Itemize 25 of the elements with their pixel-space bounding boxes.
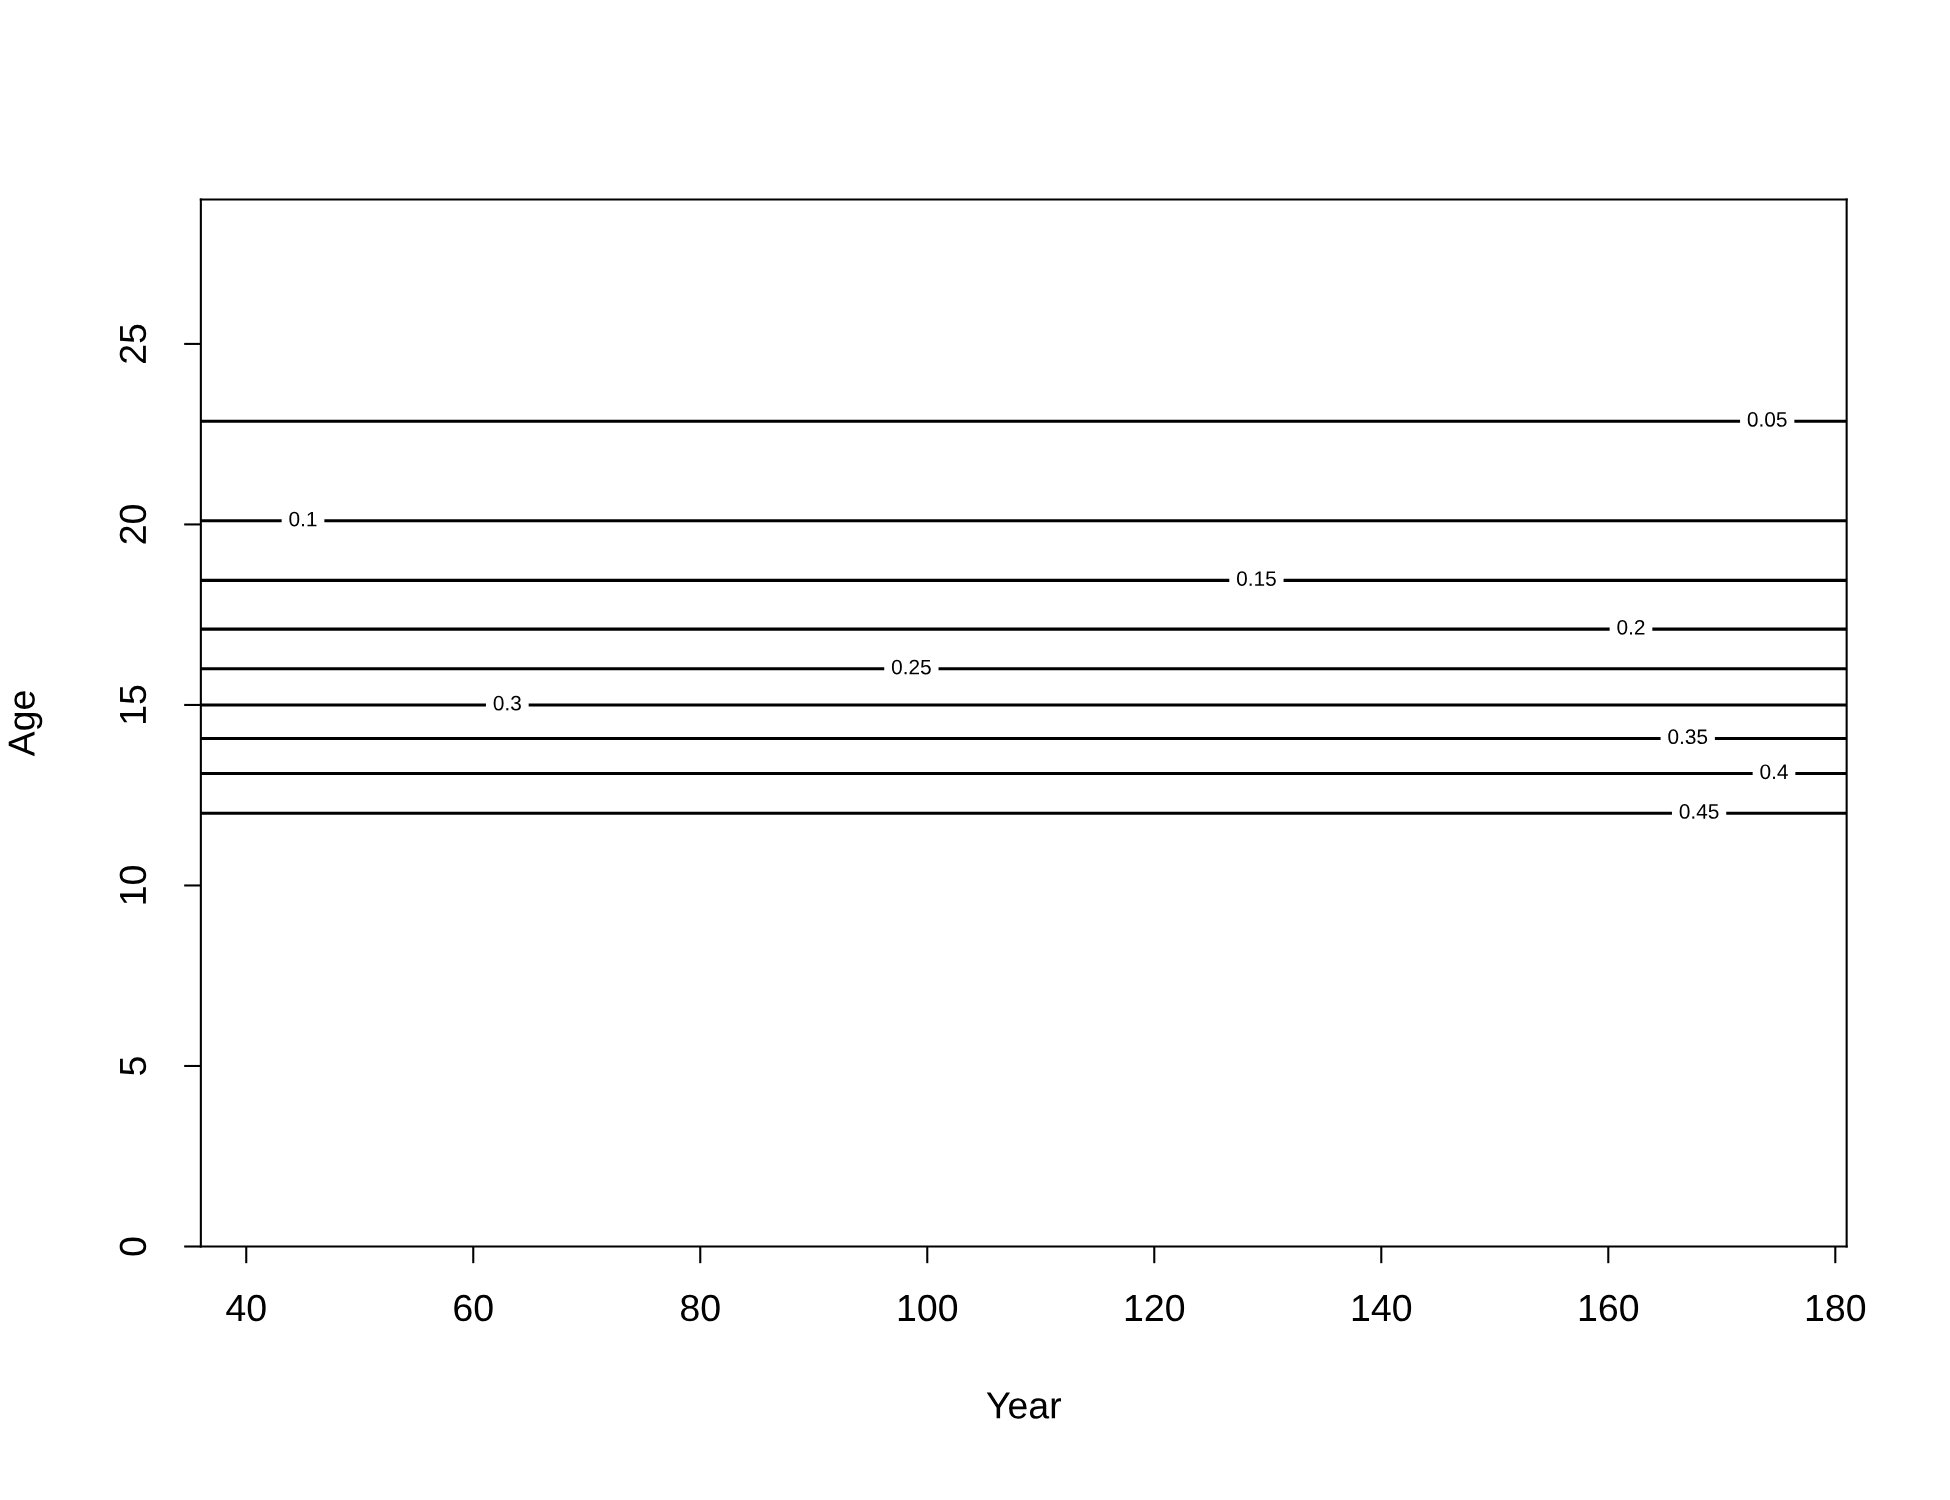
annotation: 0.45	[1679, 804, 1719, 819]
x-tick-label: 60	[454, 1294, 493, 1322]
annotation: 0.15	[1236, 571, 1276, 586]
y-tick-label: 0	[119, 1237, 147, 1256]
y-tick-label: 25	[119, 324, 147, 363]
x-axis-title: Year	[986, 1392, 1062, 1419]
annotation: 0.3	[493, 695, 521, 711]
annotation: 0.1	[289, 511, 317, 527]
y-axis-title: Age	[8, 691, 43, 757]
x-tick-label: 160	[1579, 1294, 1639, 1322]
x-tick-label: 80	[681, 1294, 720, 1322]
annotation: 0.25	[891, 659, 931, 675]
y-tick-label: 5	[120, 1057, 147, 1075]
annotation: 0.05	[1747, 412, 1787, 427]
y-tick-label: 15	[120, 685, 147, 723]
x-tick-label: 140	[1352, 1294, 1412, 1322]
y-tick-label: 20	[119, 505, 147, 544]
x-tick-label: 100	[898, 1294, 958, 1322]
annotation: 0.35	[1668, 729, 1708, 745]
x-tick-label: 180	[1806, 1294, 1866, 1322]
annotation: 0.2	[1617, 619, 1645, 635]
x-tick-label: 120	[1125, 1294, 1185, 1322]
annotation: 0.4	[1760, 764, 1788, 780]
x-tick-label: 40	[226, 1294, 266, 1322]
y-tick-label: 10	[119, 866, 147, 904]
